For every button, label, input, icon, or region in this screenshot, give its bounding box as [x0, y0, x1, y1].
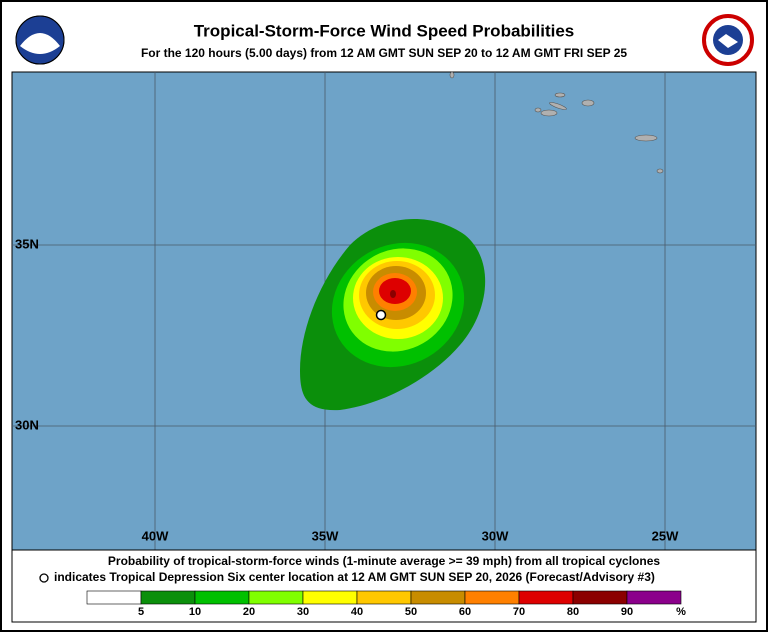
color-swatch [464, 590, 520, 605]
color-swatch [572, 590, 628, 605]
noaa-logo [15, 15, 65, 65]
lat-label: 30N [15, 417, 39, 432]
color-swatch [302, 590, 358, 605]
storm-center [375, 309, 387, 321]
color-swatch [626, 590, 682, 605]
color-swatch [140, 590, 196, 605]
lon-label: 30W [482, 528, 509, 543]
lat-label: 35N [15, 236, 39, 251]
legend-tick: 90 [621, 606, 633, 618]
legend-box [11, 549, 757, 623]
graticule [12, 72, 756, 550]
color-swatch [518, 590, 574, 605]
legend-tick: 10 [189, 606, 201, 618]
legend-tick: 5 [138, 606, 144, 618]
nws-logo [702, 14, 754, 66]
legend-tick: 40 [351, 606, 363, 618]
color-swatch [86, 590, 142, 605]
center-symbol [39, 573, 49, 583]
legend-tick: 70 [513, 606, 525, 618]
color-swatch [194, 590, 250, 605]
legend-unit: % [676, 606, 686, 618]
color-swatch [410, 590, 466, 605]
legend-tick: 50 [405, 606, 417, 618]
map [11, 71, 757, 551]
caption: Probability of tropical-storm-force wind… [108, 554, 660, 568]
legend-tick: 20 [243, 606, 255, 618]
legend-tick: 60 [459, 606, 471, 618]
color-bar: 5 10 20 30 40 50 60 70 80 90% [86, 590, 686, 618]
location-note: indicates Tropical Depression Six center… [54, 570, 655, 584]
islands [449, 71, 664, 174]
legend-tick: 80 [567, 606, 579, 618]
lon-label: 35W [312, 528, 339, 543]
lon-label: 40W [142, 528, 169, 543]
lon-label: 25W [652, 528, 679, 543]
title: Tropical-Storm-Force Wind Speed Probabil… [194, 21, 575, 40]
probability-contours [300, 218, 486, 411]
legend-tick: 30 [297, 606, 309, 618]
subtitle: For the 120 hours (5.00 days) from 12 AM… [141, 46, 627, 60]
color-swatch [356, 590, 412, 605]
color-swatch [248, 590, 304, 605]
